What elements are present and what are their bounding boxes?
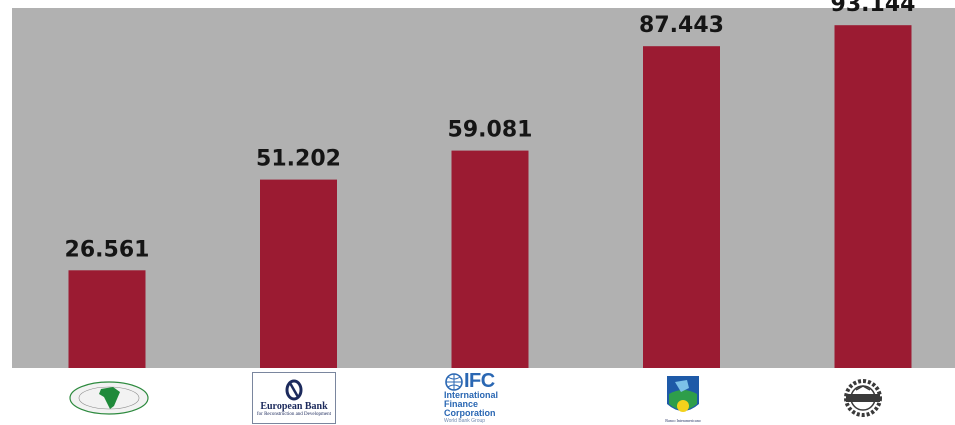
- bar-5: [834, 25, 912, 368]
- ifc-logo: IFC International Finance Corporation Wo…: [444, 370, 524, 424]
- iadb-subtitle: Banco Interamericano: [665, 417, 701, 423]
- adb-gear-emblem-icon: [844, 379, 882, 417]
- ifc-mark: IFC: [464, 370, 495, 392]
- ifc-line-1: International: [444, 390, 499, 400]
- value-label-2: 51.202: [256, 147, 341, 172]
- adb-logo: [835, 372, 891, 424]
- value-label-3: 59.081: [448, 118, 533, 143]
- afdb-emblem-icon: [69, 381, 149, 415]
- afdb-logo: [68, 372, 150, 424]
- ebrd-mark-icon: [285, 379, 303, 401]
- bar-4: [643, 46, 720, 368]
- value-label-5: 93.144: [831, 0, 916, 17]
- value-label-4: 87.443: [639, 13, 724, 38]
- iadb-logo: Banco Interamericano: [650, 372, 716, 424]
- bar-3: [451, 150, 529, 368]
- ebrd-logo: European Bank for Reconstruction and Dev…: [252, 372, 336, 424]
- iadb-emblem-icon: [667, 375, 699, 412]
- ifc-line-3: Corporation: [444, 408, 496, 418]
- bar-1: [68, 270, 146, 368]
- value-label-1: 26.561: [65, 237, 150, 262]
- ebrd-subtitle: for Reconstruction and Development: [256, 412, 331, 417]
- bar-chart: 26.561 51.202 59.081 87.443 93.144: [65, 0, 916, 368]
- ebrd-name: European Bank: [260, 401, 328, 412]
- ifc-subtitle: World Bank Group: [444, 418, 486, 424]
- bar-2: [260, 179, 337, 368]
- ifc-line-2: Finance: [444, 399, 479, 409]
- globe-icon: [445, 372, 463, 391]
